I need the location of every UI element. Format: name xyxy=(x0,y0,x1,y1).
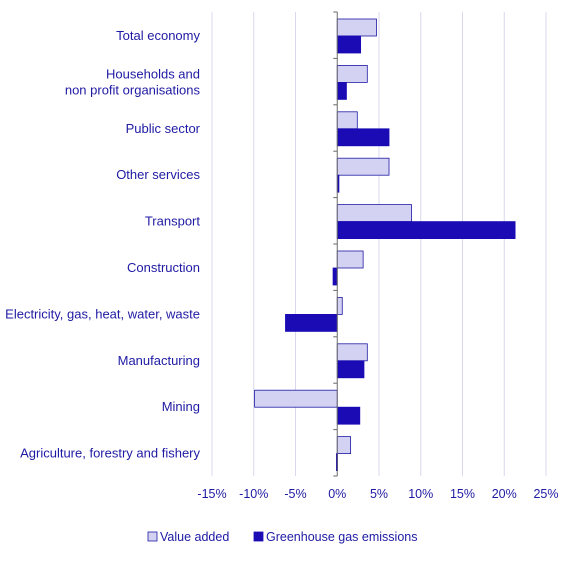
category-label: non profit organisations xyxy=(65,82,201,97)
bar-value-added xyxy=(336,18,377,37)
bar-value-added xyxy=(336,296,343,315)
legend-swatch xyxy=(147,531,158,542)
x-tick-label: 5% xyxy=(370,487,388,501)
x-tick-label: -15% xyxy=(197,487,226,501)
category-label: Agriculture, forestry and fishery xyxy=(20,446,200,461)
legend-label: Greenhouse gas emissions xyxy=(266,530,417,544)
legend-label: Value added xyxy=(160,530,229,544)
x-tick-label: -5% xyxy=(284,487,306,501)
category-label: Total economy xyxy=(116,28,200,43)
x-tick-label: -10% xyxy=(239,487,268,501)
bar-emissions xyxy=(332,267,338,286)
bar-emissions xyxy=(336,221,516,240)
category-label: Electricity, gas, heat, water, waste xyxy=(5,306,200,321)
x-tick-label: 10% xyxy=(408,487,433,501)
bar-value-added xyxy=(336,111,358,130)
legend: Value added Greenhouse gas emissions xyxy=(147,530,417,544)
bar-value-added xyxy=(336,343,368,362)
bar-value-added xyxy=(254,389,338,408)
bar-value-added xyxy=(336,436,352,455)
bar-emissions xyxy=(336,35,362,54)
category-label: Public sector xyxy=(126,121,201,136)
x-tick-label: 0% xyxy=(328,487,346,501)
category-label: Construction xyxy=(127,260,200,275)
bar-emissions xyxy=(336,406,361,425)
category-label: Other services xyxy=(116,167,200,182)
category-label: Transport xyxy=(145,214,201,229)
gridlines xyxy=(211,12,547,476)
bar-value-added xyxy=(336,250,364,269)
category-label: Manufacturing xyxy=(118,353,200,368)
category-label: Mining xyxy=(162,399,200,414)
x-tick-label: 25% xyxy=(533,487,558,501)
bar-emissions xyxy=(336,128,390,147)
legend-swatch xyxy=(253,531,264,542)
bar-value-added xyxy=(336,157,390,176)
bar-emissions xyxy=(336,82,347,100)
category-label: Households and xyxy=(106,66,200,81)
bar-value-added xyxy=(336,204,412,223)
bar-emissions xyxy=(285,313,338,332)
axes xyxy=(333,11,338,477)
bars xyxy=(254,18,516,472)
bar-emissions xyxy=(336,360,365,379)
x-tick-labels: -15% -10% -5% 0% 5% 10% 15% 20% 25% xyxy=(197,487,558,501)
x-tick-label: 20% xyxy=(492,487,517,501)
bar-value-added xyxy=(336,65,368,83)
x-tick-label: 15% xyxy=(450,487,475,501)
